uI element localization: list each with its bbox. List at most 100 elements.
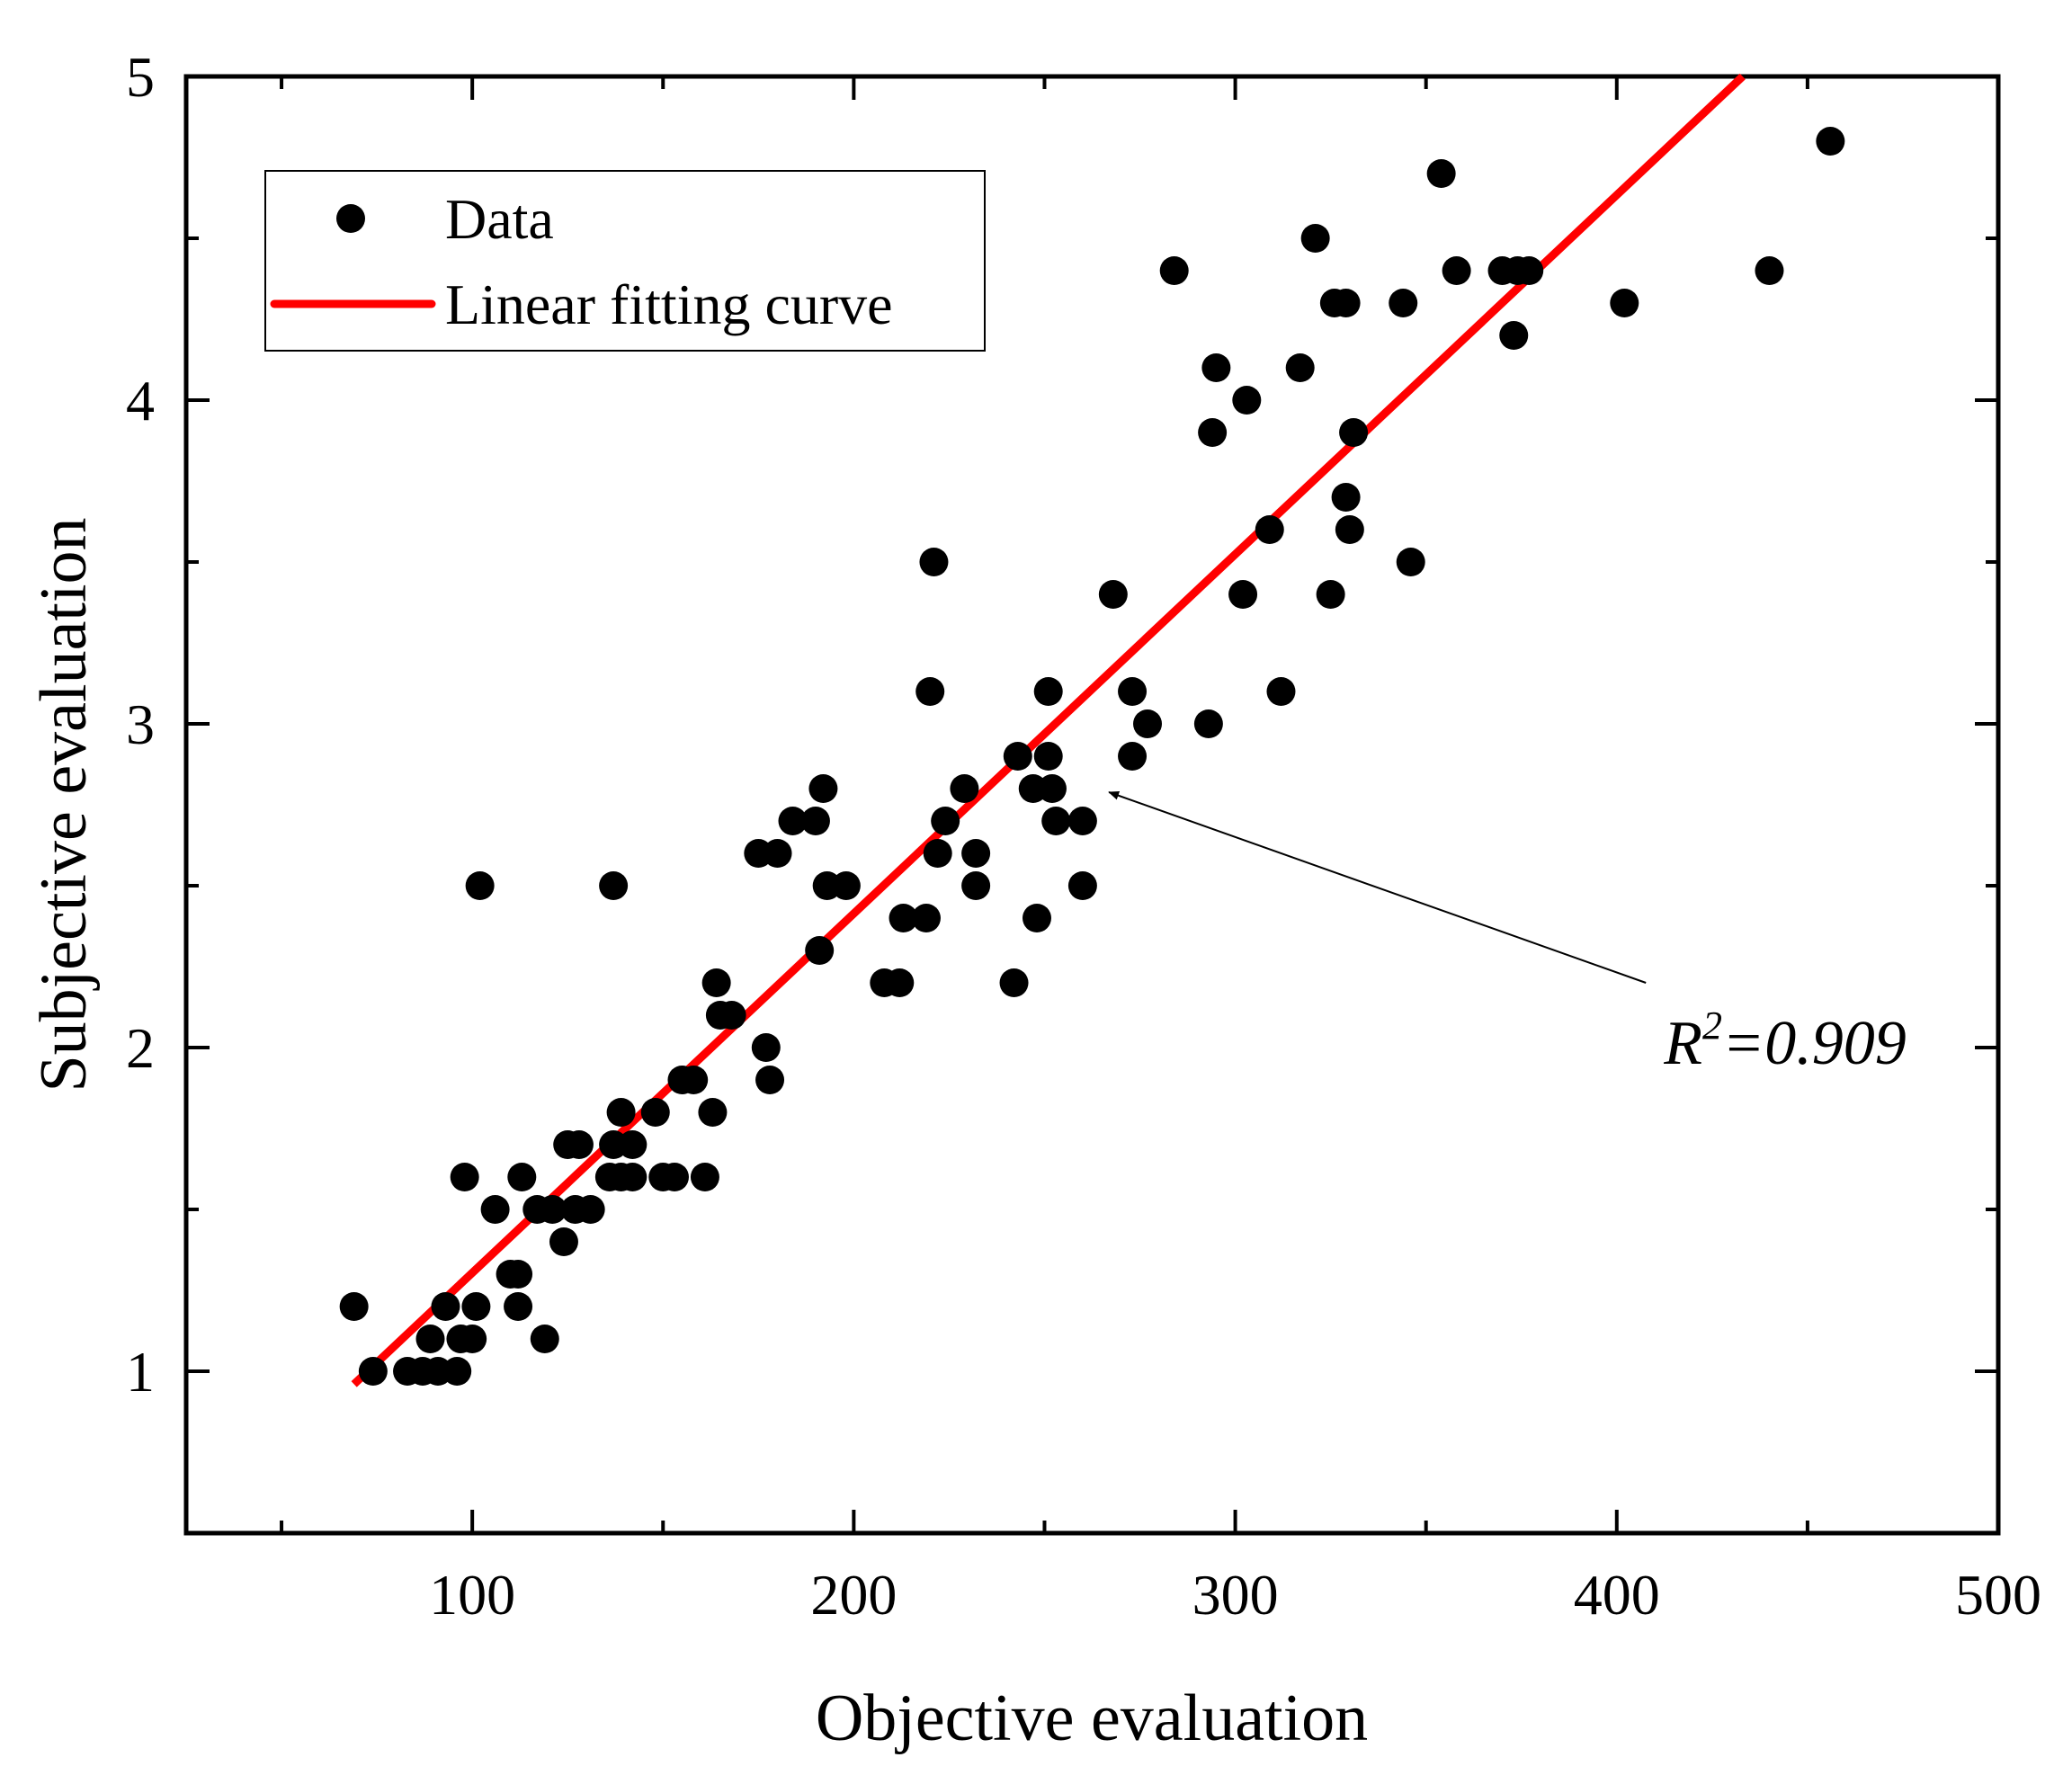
x-tick-label: 100 [429,1563,515,1627]
data-point [507,1163,537,1191]
data-point [701,968,731,997]
data-point [458,1325,487,1353]
data-point [1389,289,1418,317]
x-tick-label: 200 [810,1563,897,1627]
data-point [1232,386,1262,415]
legend-label-fit: Linear fitting curve [445,272,893,336]
data-point [1193,709,1223,738]
data-point [1033,677,1063,706]
data-point [339,1292,369,1321]
data-point [549,1227,578,1256]
data-point [1133,709,1163,738]
data-point [442,1357,472,1386]
data-point [1159,256,1189,285]
data-point [889,904,918,932]
y-tick-label: 4 [126,369,155,433]
data-point [1300,224,1330,253]
data-point [1331,289,1361,317]
data-point [1755,256,1784,285]
legend-box [264,170,986,352]
data-point [911,904,941,932]
data-point [919,548,949,576]
data-point [885,968,915,997]
annotation-arrow [1108,790,1647,984]
axis-ticks [186,75,2000,1533]
data-point [538,1195,567,1224]
data-point [1067,807,1097,835]
data-point [450,1163,479,1191]
data-point [800,807,830,835]
data-point [1285,353,1315,382]
data-point [530,1325,559,1353]
legend: Data Linear fitting curve [264,170,986,352]
x-tick-label: 300 [1192,1563,1279,1627]
data-point [950,774,979,803]
y-tick-label: 2 [126,1016,155,1080]
data-point [415,1325,445,1353]
data-point [1067,871,1097,900]
y-tick-label: 3 [126,692,155,756]
data-point [1118,742,1148,771]
r-squared-superscript: 2 [1702,1004,1722,1048]
y-axis-title: Subjective evaluation [27,517,101,1092]
data-point [461,1292,491,1321]
x-tick-label: 400 [1574,1563,1660,1627]
legend-label-data: Data [445,187,554,251]
x-tick-labels: 100 200 300 400 500 [429,1563,2041,1627]
data-point [1266,677,1296,706]
y-tick-label: 5 [126,45,155,109]
data-point [465,871,495,900]
data-point [1201,353,1231,382]
data-point [1041,807,1071,835]
data-point [659,1163,689,1191]
data-point [1816,127,1845,156]
data-point [1098,580,1128,609]
x-axis-title: Objective evaluation [816,1681,1368,1755]
data-point [618,1163,648,1191]
data-point [1442,256,1471,285]
data-point [1198,418,1228,447]
data-point [831,871,861,900]
r-squared-base: R [1663,1009,1702,1078]
fit-line-layer [351,73,1746,1387]
data-point [1037,774,1067,803]
data-point [690,1163,719,1191]
data-point [1499,321,1529,350]
data-point [999,968,1029,997]
data-point [808,774,838,803]
data-point [640,1098,670,1127]
data-point [931,807,960,835]
data-point [1316,580,1345,609]
data-point [504,1260,533,1289]
data-point [961,871,991,900]
data-point [576,1195,605,1224]
data-point [915,677,945,706]
data-point [1610,289,1639,317]
data-point [599,871,629,900]
data-point [698,1098,728,1127]
r-squared-annotation: R2=0.909 [1663,1004,1907,1078]
data-point [1118,677,1148,706]
plot-frame [183,74,2001,1536]
data-point [755,1066,785,1094]
data-point [1331,483,1361,512]
x-tick-label: 500 [1955,1563,2041,1627]
data-point [618,1130,648,1159]
r-squared-value: =0.909 [1722,1009,1907,1078]
data-point [778,807,808,835]
data-point [1022,904,1051,932]
data-point [1335,515,1364,544]
data-point [1426,159,1456,188]
data-point [564,1130,594,1159]
data-point [358,1357,388,1386]
data-point [1339,418,1369,447]
data-point [961,839,991,868]
fit-line [351,73,1746,1387]
data-point [923,839,952,868]
y-tick-labels: 1 2 3 4 5 [126,45,155,1404]
data-point [1396,548,1425,576]
data-point [1228,580,1258,609]
data-point [1003,742,1032,771]
data-point [763,839,792,868]
